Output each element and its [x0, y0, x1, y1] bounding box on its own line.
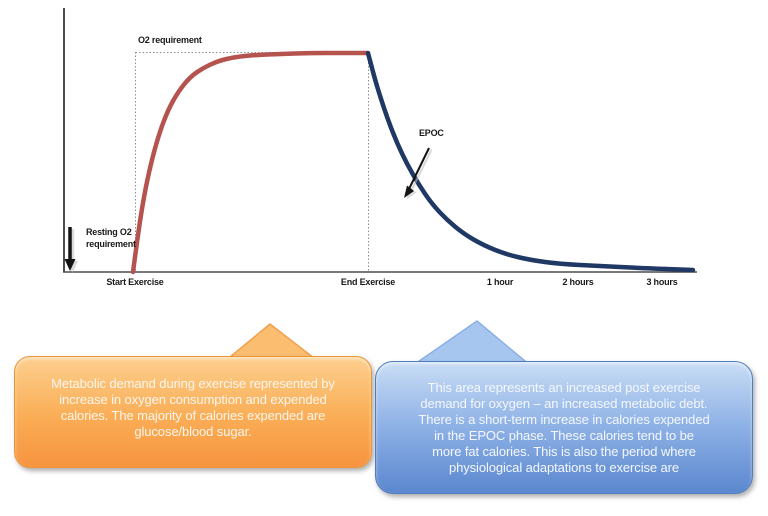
o2-requirement-label: O2 requirement: [138, 35, 202, 45]
epoc-callout: This area represents an increased post e…: [374, 318, 758, 504]
tick-end-exercise: End Exercise: [340, 277, 396, 287]
o2-curves: [130, 50, 696, 275]
tick-start-exercise: Start Exercise: [106, 277, 164, 287]
exercise-o2-uptake-curve: [130, 50, 370, 275]
tick-3-hours: 3 hours: [646, 277, 678, 287]
tick-1-hour: 1 hour: [486, 277, 514, 287]
epoc-callout-body: This area represents an increased post e…: [375, 361, 753, 494]
o2-requirement-guide-box: [135, 52, 369, 272]
epoc-callout-pointer-icon: [411, 320, 532, 367]
epoc-decay-curve: [365, 50, 696, 273]
epoc-label: EPOC: [419, 128, 444, 138]
exercise-callout: Metabolic demand during exercise represe…: [14, 322, 374, 482]
exercise-callout-text: Metabolic demand during exercise represe…: [51, 376, 335, 439]
epoc-arrow-icon: [404, 147, 433, 200]
exercise-callout-pointer-icon: [223, 323, 320, 363]
epoc-callout-text: This area represents an increased post e…: [418, 380, 710, 475]
resting-o2-label: Resting O2 requirement: [86, 227, 136, 249]
resting-o2-arrow-icon: [64, 227, 78, 273]
exercise-callout-body: Metabolic demand during exercise represe…: [14, 356, 372, 468]
tick-2-hours: 2 hours: [562, 277, 594, 287]
chart-canvas: [63, 8, 697, 275]
